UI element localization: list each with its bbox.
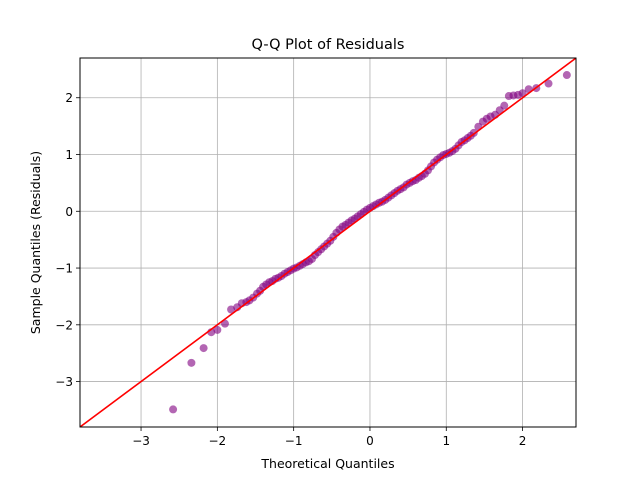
- x-axis-ticks: −3 −2 −1 0 1 2: [132, 427, 526, 448]
- data-point: [213, 325, 222, 334]
- x-tick-label: −2: [209, 434, 227, 448]
- y-tick-label: −3: [55, 375, 73, 389]
- plot-frame: [79, 57, 577, 428]
- reference-line-group: [80, 58, 576, 427]
- data-point: [562, 71, 571, 80]
- x-axis-label: Theoretical Quantiles: [260, 456, 394, 471]
- x-tick-label: 1: [442, 434, 450, 448]
- data-point: [518, 89, 527, 98]
- y-axis-label: Sample Quantiles (Residuals): [28, 151, 43, 334]
- chart-title: Q-Q Plot of Residuals: [252, 37, 405, 53]
- y-tick-label: 2: [65, 91, 73, 105]
- x-tick-label: 2: [519, 434, 527, 448]
- x-tick-label: −1: [285, 434, 303, 448]
- data-point: [220, 319, 229, 328]
- x-tick-label: −3: [132, 434, 150, 448]
- data-point: [227, 305, 236, 314]
- x-tick-label: 0: [366, 434, 374, 448]
- y-tick-label: 1: [65, 148, 73, 162]
- data-point: [169, 405, 178, 414]
- y-tick-label: −2: [55, 318, 73, 332]
- reference-line: [80, 58, 576, 427]
- data-point: [199, 344, 208, 353]
- y-tick-label: 0: [65, 205, 73, 219]
- data-point: [500, 101, 509, 110]
- data-point: [187, 358, 196, 367]
- data-point: [544, 79, 553, 88]
- grid: [80, 58, 576, 427]
- y-tick-label: −1: [55, 262, 73, 276]
- y-axis-ticks: −3 −2 −1 0 1 2: [55, 91, 80, 389]
